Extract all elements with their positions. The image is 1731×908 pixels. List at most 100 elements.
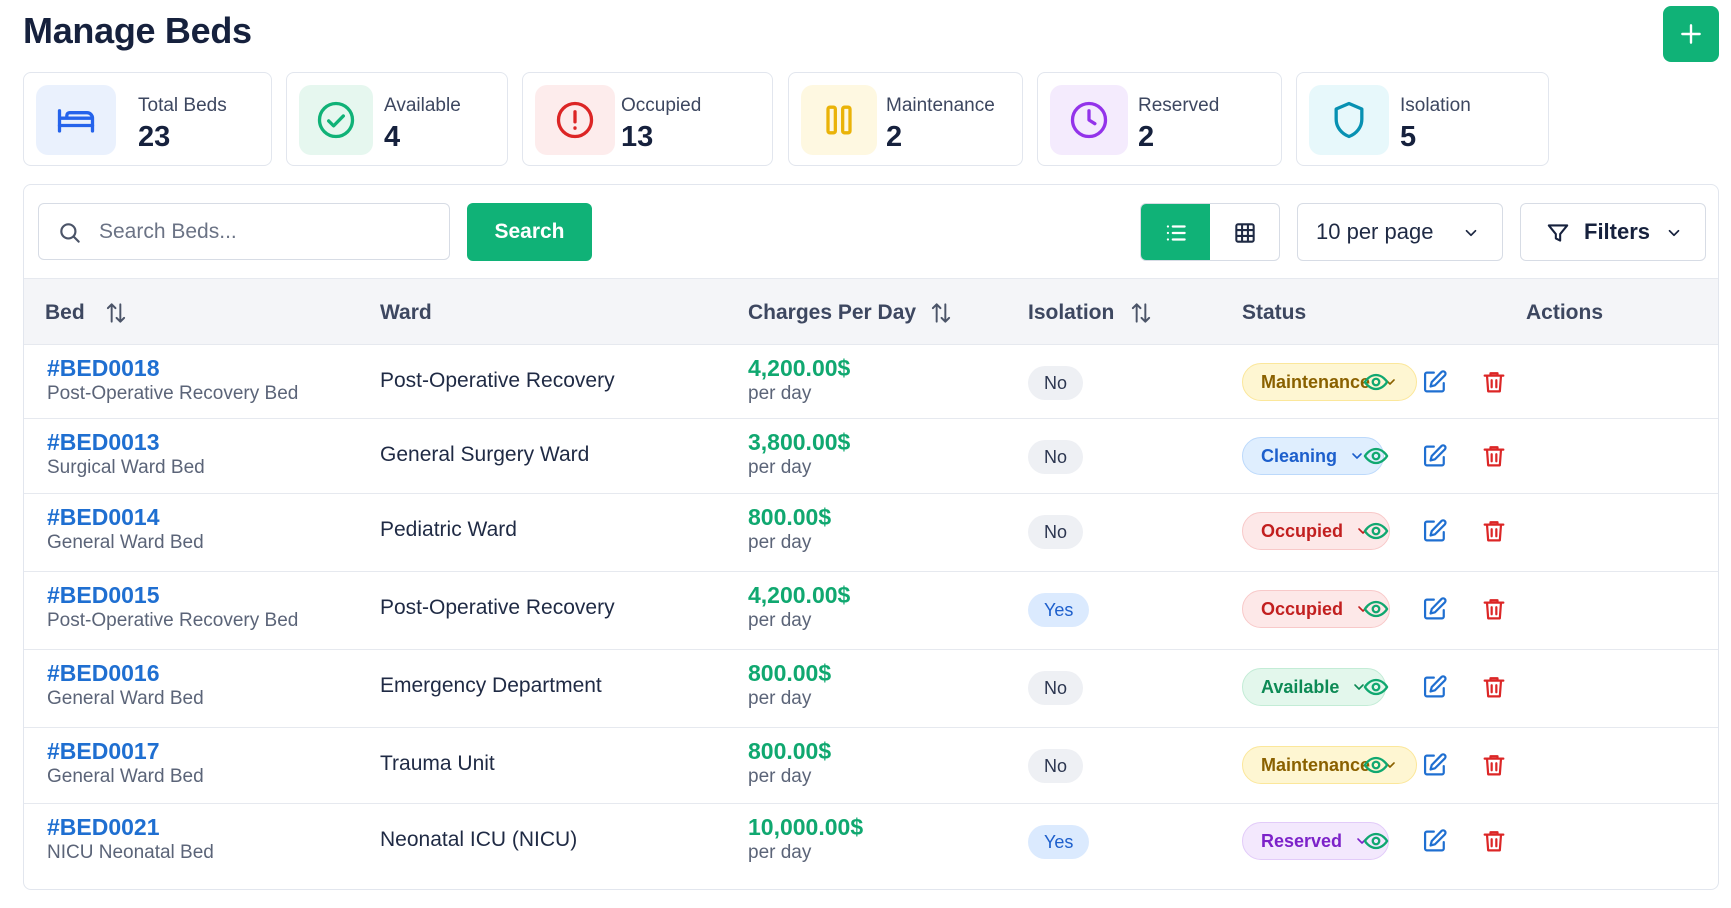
table-row: #BED0021 NICU Neonatal Bed Neonatal ICU …	[24, 804, 1718, 880]
bed-id-link[interactable]: #BED0013	[47, 429, 160, 455]
trash-icon	[1483, 372, 1505, 393]
chevron-down-icon	[1465, 229, 1477, 237]
charge-amount: 800.00$	[748, 504, 832, 530]
charge-amount: 4,200.00$	[748, 355, 851, 381]
stat-label: Available	[384, 95, 461, 116]
stat-value: 2	[1138, 121, 1155, 153]
table-header: Bed Ward Charges Per Day Isolation Statu…	[24, 278, 1718, 346]
per-page-select[interactable]: 10 per page	[1297, 203, 1503, 261]
edit-icon	[1423, 829, 1447, 852]
view-button[interactable]	[1361, 516, 1391, 546]
status-dropdown[interactable]: Maintenance	[1242, 746, 1418, 784]
edit-button[interactable]	[1420, 750, 1450, 780]
chevron-down-icon	[1668, 229, 1680, 237]
bed-id-link[interactable]: #BED0021	[47, 814, 160, 840]
list-view-button[interactable]	[1141, 204, 1210, 260]
isolation-badge: Yes	[1028, 593, 1090, 627]
bed-id-link[interactable]: #BED0016	[47, 660, 160, 686]
eye-icon	[1363, 522, 1389, 540]
status-label: Available	[1261, 676, 1340, 697]
stat-card-isolation: Isolation 5	[1296, 72, 1549, 166]
delete-button[interactable]	[1479, 672, 1509, 702]
sort-icon	[106, 302, 125, 323]
charge-unit: per day	[748, 610, 812, 631]
list-icon	[1166, 225, 1186, 241]
edit-button[interactable]	[1420, 594, 1450, 624]
status-label: Cleaning	[1261, 445, 1338, 466]
delete-button[interactable]	[1479, 516, 1509, 546]
stat-value: 4	[384, 121, 401, 153]
charge-amount: 4,200.00$	[748, 582, 851, 608]
column-header-charges[interactable]: Charges Per Day	[748, 279, 954, 346]
edit-icon	[1423, 597, 1447, 620]
column-header-isolation[interactable]: Isolation	[1028, 279, 1154, 346]
beds-panel: Search 10 per page Filters Bed Ward Char…	[23, 184, 1719, 890]
ward-name: Neonatal ICU (NICU)	[380, 828, 578, 851]
check-circle-icon	[317, 101, 355, 139]
grid-icon	[1234, 223, 1255, 243]
delete-button[interactable]	[1479, 367, 1509, 397]
edit-button[interactable]	[1420, 367, 1450, 397]
charge-amount: 800.00$	[748, 738, 832, 764]
status-dropdown[interactable]: Available	[1242, 668, 1387, 706]
bed-id-link[interactable]: #BED0018	[47, 355, 160, 381]
edit-button[interactable]	[1420, 516, 1450, 546]
stat-label: Reserved	[1138, 95, 1220, 116]
view-button[interactable]	[1361, 826, 1391, 856]
stat-label: Total Beds	[138, 95, 227, 116]
column-header-actions: Actions	[1526, 279, 1603, 346]
column-label: Isolation	[1028, 300, 1115, 324]
ward-name: Post-Operative Recovery	[380, 596, 615, 619]
bed-id-link[interactable]: #BED0015	[47, 582, 160, 608]
alert-circle-icon	[556, 101, 594, 139]
search-button[interactable]: Search	[467, 203, 592, 261]
edit-button[interactable]	[1420, 441, 1450, 471]
view-button[interactable]	[1361, 594, 1391, 624]
stat-card-occupied: Occupied 13	[522, 72, 773, 166]
trash-icon	[1483, 677, 1505, 698]
trash-icon	[1483, 521, 1505, 542]
charge-unit: per day	[748, 688, 812, 709]
delete-button[interactable]	[1479, 826, 1509, 856]
ward-name: Post-Operative Recovery	[380, 369, 615, 392]
view-button[interactable]	[1361, 367, 1391, 397]
view-toggle	[1140, 203, 1280, 261]
edit-icon	[1423, 675, 1447, 698]
status-dropdown[interactable]: Cleaning	[1242, 437, 1385, 475]
bed-type: General Ward Bed	[47, 766, 204, 787]
bed-type: Post-Operative Recovery Bed	[47, 610, 299, 631]
isolation-badge: No	[1028, 366, 1084, 400]
table-row: #BED0014 General Ward Bed Pediatric Ward…	[24, 494, 1718, 572]
edit-icon	[1423, 370, 1447, 393]
per-page-value: 10 per page	[1316, 219, 1434, 244]
edit-button[interactable]	[1420, 826, 1450, 856]
bed-id-link[interactable]: #BED0014	[47, 504, 160, 530]
charge-amount: 3,800.00$	[748, 429, 851, 455]
view-button[interactable]	[1361, 750, 1391, 780]
isolation-badge: Yes	[1028, 825, 1090, 859]
view-button[interactable]	[1361, 672, 1391, 702]
column-label: Bed	[45, 300, 85, 324]
grid-view-button[interactable]	[1210, 204, 1279, 260]
search-input[interactable]	[99, 206, 439, 257]
edit-icon	[1423, 519, 1447, 542]
eye-icon	[1363, 373, 1389, 391]
status-dropdown[interactable]: Reserved	[1242, 822, 1390, 860]
delete-button[interactable]	[1479, 441, 1509, 471]
column-header-bed[interactable]: Bed	[45, 279, 129, 346]
edit-icon	[1423, 444, 1447, 467]
delete-button[interactable]	[1479, 594, 1509, 624]
add-bed-button[interactable]	[1663, 6, 1719, 62]
filters-button[interactable]: Filters	[1520, 203, 1706, 261]
column-header-status: Status	[1242, 279, 1306, 346]
ward-name: Pediatric Ward	[380, 518, 517, 541]
bed-type: Surgical Ward Bed	[47, 457, 205, 478]
isolation-badge: No	[1028, 671, 1084, 705]
bed-type: Post-Operative Recovery Bed	[47, 383, 299, 404]
bed-id-link[interactable]: #BED0017	[47, 738, 160, 764]
stat-icon-wrap	[801, 85, 877, 155]
edit-button[interactable]	[1420, 672, 1450, 702]
delete-button[interactable]	[1479, 750, 1509, 780]
view-button[interactable]	[1361, 441, 1391, 471]
ward-name: Emergency Department	[380, 674, 602, 697]
